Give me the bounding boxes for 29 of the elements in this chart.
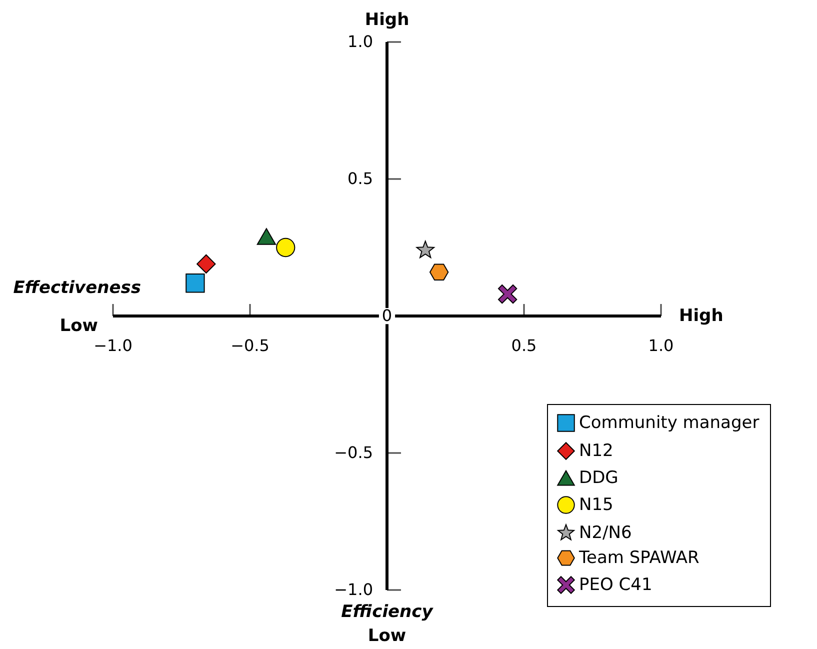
x-axis-title: Effectiveness — [13, 278, 141, 298]
y-tick-label: −1.0 — [334, 580, 373, 599]
point — [429, 264, 449, 281]
text: Low — [60, 316, 98, 336]
text: Low — [368, 626, 406, 646]
point — [416, 240, 434, 258]
x-tick-label: −1.0 — [94, 336, 132, 355]
x-tick-label: −0.5 — [230, 336, 270, 355]
text: Efficiency — [341, 602, 434, 622]
point — [256, 228, 276, 245]
legend-label: Team SPAWAR — [578, 548, 700, 568]
legend-label: N12 — [579, 441, 614, 461]
legend-label: DDG — [579, 468, 618, 488]
point — [276, 238, 296, 258]
annotation: 0 — [382, 306, 392, 325]
x-tick-label: 1.0 — [648, 336, 674, 355]
legend-label: PEO C41 — [579, 575, 652, 595]
x-tick-label: 0.5 — [511, 336, 537, 355]
y-tick-label: 0.5 — [348, 169, 373, 188]
y-tick-label: −0.5 — [334, 443, 373, 462]
text: High — [364, 10, 410, 30]
legend-label: Community manager — [579, 413, 760, 433]
legend-label: N15 — [579, 495, 614, 515]
point — [196, 254, 216, 274]
legend-label: N2/N6 — [579, 523, 632, 543]
point — [186, 274, 205, 293]
y-tick-label: 1.0 — [348, 32, 373, 51]
point — [498, 284, 518, 304]
text: High — [679, 306, 724, 326]
